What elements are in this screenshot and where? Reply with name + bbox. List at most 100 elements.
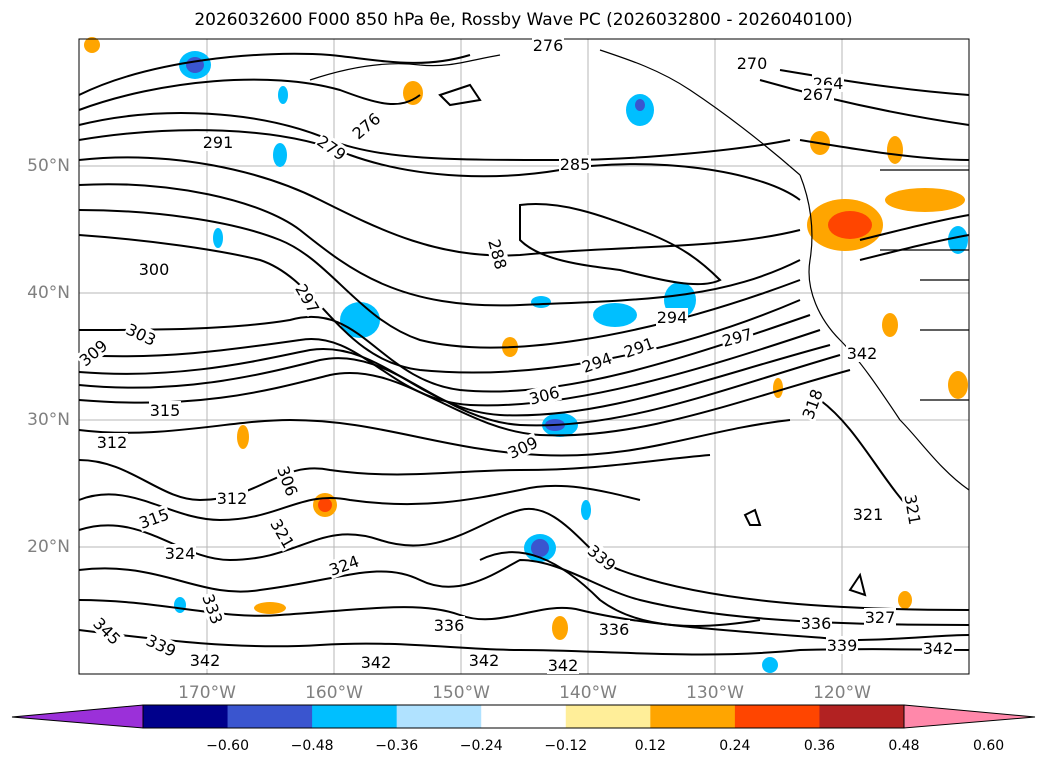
- colorbar-tick-label: 0.12: [634, 738, 666, 754]
- colorbar-min-extend: [12, 705, 143, 728]
- colorbar-segment: [481, 705, 567, 728]
- colorbar-segment: [396, 705, 482, 728]
- contour-label-bg: [485, 236, 511, 273]
- colorbar-tick-label: 0.48: [888, 738, 920, 754]
- contour-label-bg: [826, 636, 858, 654]
- contour-label: 267: [803, 85, 834, 104]
- contour-label-bg: [75, 335, 112, 370]
- contour-label-bg: [198, 590, 227, 628]
- contour-label: 312: [217, 489, 248, 508]
- contour-label: 336: [599, 620, 630, 639]
- contour-label: 312: [97, 433, 128, 452]
- colorbar-tick-label: 0.60: [972, 738, 1005, 754]
- contour-label-bg: [800, 614, 832, 632]
- colorbar-tick-label: −0.60: [206, 738, 249, 754]
- contour-label-bg: [360, 653, 392, 671]
- contour-label: 276: [533, 36, 564, 55]
- contour-label-bg: [620, 333, 658, 362]
- contour-label-bg: [202, 133, 234, 151]
- contour-label-bg: [149, 401, 181, 419]
- contour-label-bg: [583, 540, 620, 575]
- contour-label-bg: [852, 505, 884, 523]
- contour-label: 342: [361, 653, 392, 672]
- contour-label-bg: [433, 616, 465, 634]
- contour-label: 342: [469, 651, 500, 670]
- contour-label: 321: [853, 505, 884, 524]
- contour-label-bg: [736, 54, 768, 72]
- contour-label-bg: [901, 492, 925, 527]
- contour-label-bg: [325, 551, 363, 580]
- latitude-label: 30°N: [27, 410, 70, 430]
- contour-label: 300: [139, 260, 170, 279]
- colorbar-tick-label: −0.48: [290, 738, 334, 754]
- contour-label: 336: [801, 614, 832, 633]
- contour-label-bg: [96, 433, 128, 451]
- contour-label-bg: [291, 280, 324, 317]
- coastlines: [309, 49, 970, 491]
- contour-label-bg: [598, 620, 630, 638]
- contour-label: 336: [434, 616, 465, 635]
- latitude-label: 20°N: [27, 537, 70, 557]
- contour-label: 285: [560, 155, 591, 174]
- contour-label-bg: [273, 462, 302, 500]
- contour-label-bg: [142, 630, 180, 661]
- contour-label-bg: [798, 385, 827, 423]
- contour-label-bg: [313, 130, 350, 165]
- colorbar-segment: [650, 705, 736, 728]
- contour-label-bg: [802, 85, 834, 103]
- contour-label: 342: [847, 344, 878, 363]
- contour-label-bg: [526, 382, 563, 408]
- contour-label-bg: [846, 344, 878, 362]
- contour-label-bg: [559, 155, 591, 173]
- latitude-label: 50°N: [27, 156, 70, 176]
- longitude-label: 130°W: [686, 683, 744, 703]
- contour-label: 342: [190, 651, 221, 670]
- colorbar-segment: [227, 705, 313, 728]
- contour-label-bg: [266, 515, 299, 552]
- contour-label-bg: [719, 324, 756, 350]
- colorbar-segment: [565, 705, 651, 728]
- contour-label-bg: [504, 432, 542, 463]
- colorbar-segment: [143, 705, 229, 728]
- contour-label: 294: [657, 308, 688, 327]
- contour-label-bg: [135, 504, 173, 533]
- contour-label-bg: [348, 108, 385, 143]
- colorbar-segment: [819, 705, 905, 728]
- latitude-label: 40°N: [27, 283, 70, 303]
- contour-label: 291: [203, 133, 234, 152]
- contour-label-bg: [578, 348, 616, 377]
- longitude-label: 120°W: [813, 683, 871, 703]
- map-title: 2026032600 F000 850 hPa θe, Rossby Wave …: [194, 10, 853, 30]
- contour-label-bg: [922, 639, 954, 657]
- longitude-label: 170°W: [178, 683, 236, 703]
- longitude-label: 160°W: [305, 683, 363, 703]
- contour-label: 327: [865, 608, 896, 627]
- contour-label-bg: [547, 656, 579, 674]
- contour-label-bg: [89, 613, 125, 649]
- colorbar-segment: [312, 705, 398, 728]
- colorbar-segment: [734, 705, 820, 728]
- grid-lines: [79, 39, 969, 674]
- colorbar-tick-label: 0.24: [719, 738, 751, 754]
- contour-label-bg: [164, 544, 196, 562]
- contour-label-bg: [468, 651, 500, 669]
- contour-label-bg: [656, 308, 688, 326]
- colorbar-max-extend: [904, 705, 1035, 728]
- contour-label-bg: [216, 489, 248, 507]
- longitude-label: 140°W: [559, 683, 617, 703]
- contour-label: 315: [150, 401, 181, 420]
- colorbar-tick-label: 0.36: [803, 738, 836, 754]
- colorbar-tick-label: −0.36: [375, 738, 419, 754]
- contour-label: 270: [737, 54, 768, 73]
- contour-label-bg: [864, 608, 896, 626]
- contour-label-bg: [138, 260, 170, 278]
- contour-label: 342: [923, 639, 954, 658]
- contour-label-bg: [189, 651, 221, 669]
- longitude-label: 150°W: [432, 683, 490, 703]
- contour-label: 324: [165, 544, 196, 563]
- colorbar: [11, 704, 1036, 729]
- colorbar-tick-label: −0.12: [544, 738, 588, 754]
- contour-label-bg: [122, 319, 160, 350]
